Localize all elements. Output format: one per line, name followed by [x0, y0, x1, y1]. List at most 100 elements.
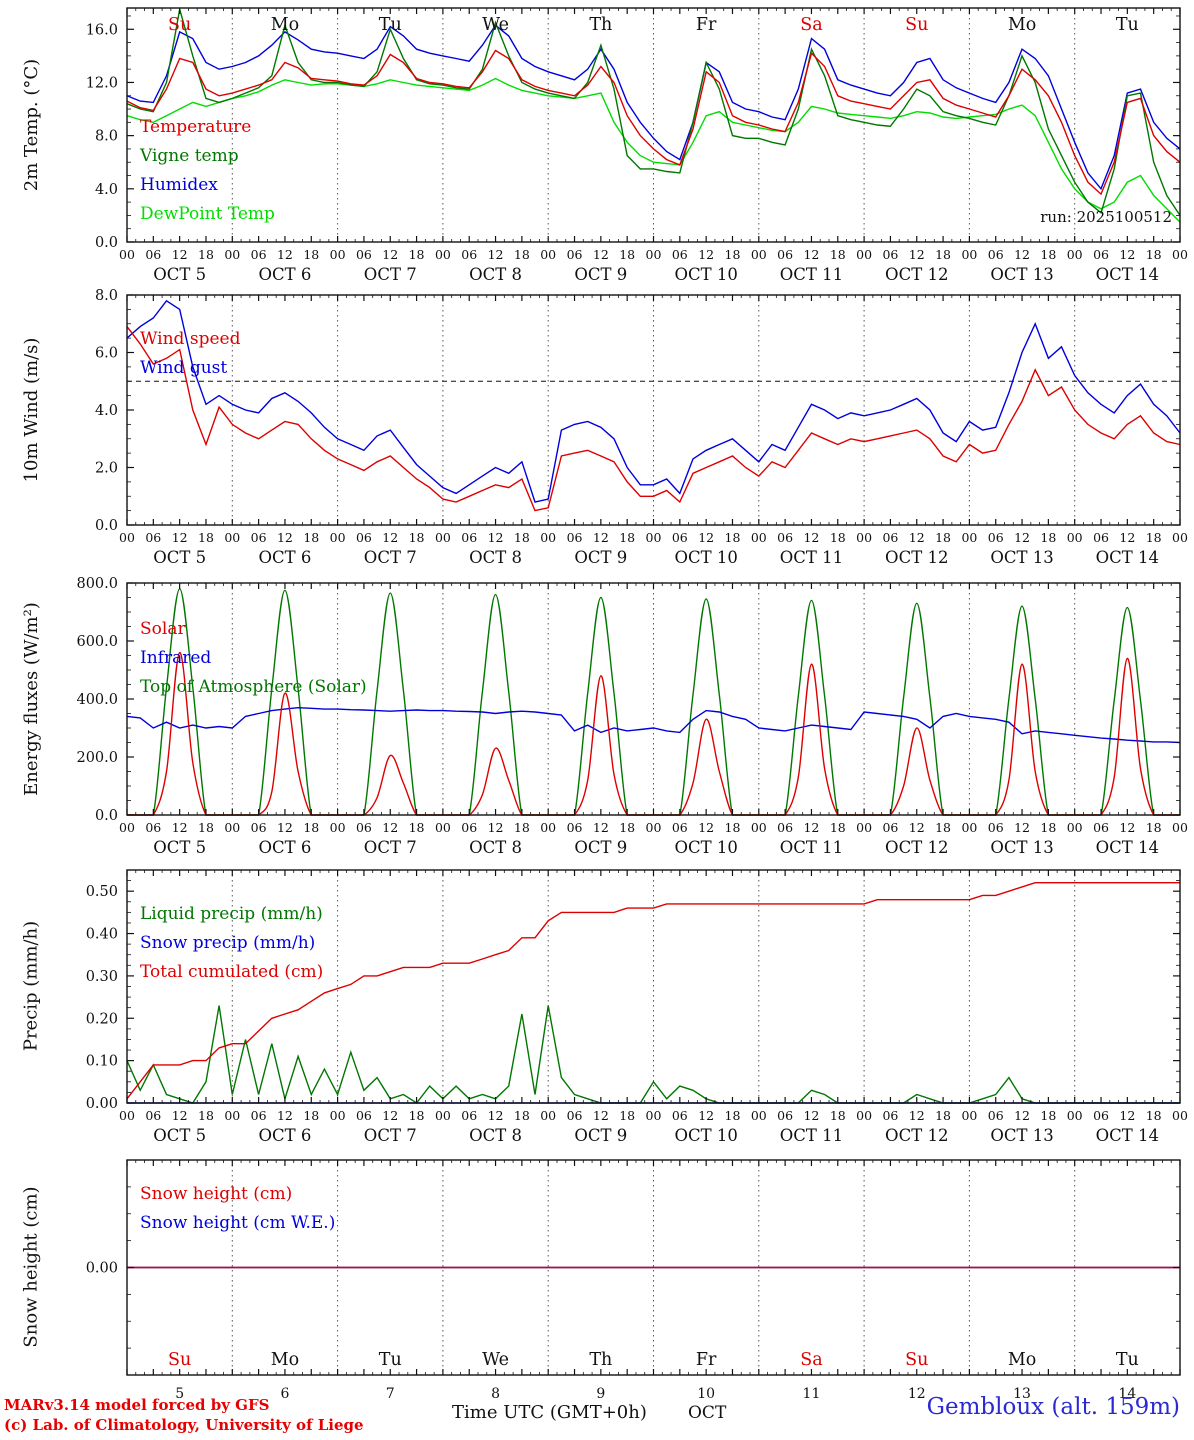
- hour-tick-label: 18: [1146, 820, 1162, 835]
- series-infrared: [126, 706, 1181, 744]
- legend-item-liquid-precip: Liquid precip (mm/h): [140, 904, 323, 924]
- hour-tick-label: 06: [777, 530, 793, 545]
- hour-tick-label: 12: [277, 1108, 293, 1123]
- date-label: OCT 5: [153, 265, 206, 284]
- day-number-label: 12: [908, 1386, 926, 1402]
- hour-tick-label: 12: [803, 820, 819, 835]
- hour-tick-label: 00: [856, 820, 872, 835]
- hour-tick-label: 06: [251, 820, 267, 835]
- hour-tick-label: 12: [1014, 1108, 1030, 1123]
- y-axis-label-snow: Snow height (cm): [20, 1186, 42, 1348]
- hour-tick-label: 18: [830, 1108, 846, 1123]
- date-label: OCT 7: [364, 838, 417, 857]
- hour-tick-label: 06: [567, 247, 583, 262]
- hour-tick-label: 12: [488, 530, 504, 545]
- hour-tick-label: 18: [198, 247, 214, 262]
- y-tick-label: 0.50: [86, 884, 118, 900]
- hour-tick-label: 00: [224, 247, 240, 262]
- hour-tick-label: 06: [988, 1108, 1004, 1123]
- hour-tick-label: 12: [909, 820, 925, 835]
- day-name-label: Mo: [271, 15, 299, 35]
- date-label: OCT 11: [780, 548, 843, 567]
- legend-item-toa-solar: Top of Atmosphere (Solar): [140, 677, 367, 697]
- hour-tick-label: 00: [435, 1108, 451, 1123]
- hour-tick-label: 12: [1119, 820, 1135, 835]
- hour-tick-label: 00: [751, 247, 767, 262]
- date-label: OCT 12: [885, 1126, 948, 1145]
- hour-tick-label: 00: [119, 530, 135, 545]
- hour-tick-label: 12: [1119, 530, 1135, 545]
- hour-tick-label: 00: [435, 820, 451, 835]
- hour-tick-label: 00: [646, 820, 662, 835]
- series-wind-gust: [126, 299, 1181, 503]
- hour-tick-label: 00: [224, 530, 240, 545]
- date-label: OCT 6: [258, 1126, 311, 1145]
- hour-tick-label: 00: [224, 1108, 240, 1123]
- hour-tick-label: 18: [619, 247, 635, 262]
- hour-tick-label: 06: [567, 820, 583, 835]
- day-name-label: Su: [168, 15, 191, 35]
- hour-tick-label: 18: [409, 247, 425, 262]
- day-name-label: Tu: [379, 1350, 402, 1370]
- hour-tick-label: 18: [198, 820, 214, 835]
- date-label: OCT 6: [258, 548, 311, 567]
- hour-tick-label: 00: [1172, 1108, 1188, 1123]
- hour-tick-label: 12: [172, 530, 188, 545]
- y-tick-label: 4.0: [95, 182, 118, 198]
- hour-tick-label: 12: [277, 820, 293, 835]
- hour-tick-label: 18: [409, 530, 425, 545]
- hour-tick-label: 18: [514, 820, 530, 835]
- day-number-label: 10: [697, 1386, 715, 1402]
- day-name-label: Su: [905, 1350, 928, 1370]
- hour-tick-label: 18: [1040, 530, 1056, 545]
- day-name-label: Tu: [379, 15, 402, 35]
- hour-tick-label: 18: [725, 247, 741, 262]
- hour-tick-label: 12: [1014, 530, 1030, 545]
- legend-item-solar: Solar: [140, 619, 186, 639]
- y-tick-label: 8.0: [95, 288, 118, 304]
- date-label: OCT 9: [574, 1126, 627, 1145]
- panel-temperature: 0.0 4.0 8.0 12.0 16.0 00 06 12 18 00 06 12 18 00 06 12 1…: [86, 7, 1188, 284]
- hour-tick-label: 06: [356, 247, 372, 262]
- legend-item-temperature: Temperature: [140, 117, 252, 137]
- hour-tick-label: 12: [698, 247, 714, 262]
- hour-tick-label: 18: [619, 1108, 635, 1123]
- date-label: OCT 5: [153, 1126, 206, 1145]
- hour-tick-label: 12: [698, 820, 714, 835]
- hour-tick-label: 12: [698, 1108, 714, 1123]
- hour-tick-label: 00: [751, 530, 767, 545]
- hour-tick-label: 06: [251, 530, 267, 545]
- series-vigne-temp: [126, 9, 1181, 216]
- hour-tick-label: 00: [961, 820, 977, 835]
- hour-tick-label: 00: [330, 247, 346, 262]
- day-name-label: We: [482, 1350, 509, 1370]
- date-label: OCT 9: [574, 838, 627, 857]
- day-name-label: Mo: [271, 1350, 299, 1370]
- hour-tick-label: 00: [119, 247, 135, 262]
- y-tick-label: 0.0: [95, 235, 118, 251]
- hour-tick-label: 00: [435, 530, 451, 545]
- month-label: OCT: [688, 1403, 727, 1423]
- legend-item-snow-height-we: Snow height (cm W.E.): [140, 1213, 336, 1233]
- hour-tick-label: 06: [882, 530, 898, 545]
- panel-precip: 0.00 0.10 0.20 0.30 0.40 0.50 00 06 12 18 00 06 12 18…: [86, 869, 1188, 1145]
- hour-tick-label: 06: [145, 1108, 161, 1123]
- hour-tick-label: 12: [1119, 247, 1135, 262]
- date-label: OCT 10: [674, 1126, 737, 1145]
- hour-tick-label: 00: [961, 247, 977, 262]
- model-run-label: run: 2025100512: [1040, 208, 1172, 226]
- legend-item-dewpoint-temp: DewPoint Temp: [140, 204, 275, 224]
- date-label: OCT 8: [469, 1126, 522, 1145]
- day-name-label: Fr: [696, 15, 717, 35]
- hour-tick-label: 00: [961, 530, 977, 545]
- y-axis-label-wind: 10m Wind (m/s): [21, 337, 42, 483]
- hour-tick-label: 12: [382, 247, 398, 262]
- station-label: Gembloux (alt. 159m): [926, 1394, 1180, 1420]
- hour-tick-label: 06: [356, 1108, 372, 1123]
- date-label: OCT 11: [780, 265, 843, 284]
- series-total-cumulated: [126, 882, 1180, 1100]
- y-tick-label: 0.0: [95, 518, 118, 534]
- hour-tick-label: 18: [409, 1108, 425, 1123]
- hour-tick-label: 00: [435, 247, 451, 262]
